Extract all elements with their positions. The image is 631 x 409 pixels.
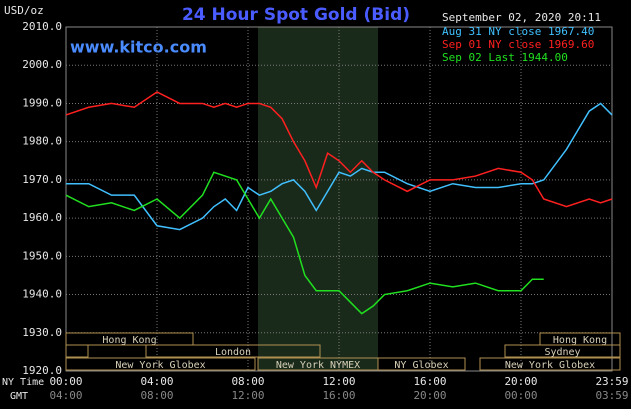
x-tick-label: 04:00 [140, 375, 173, 388]
series-line [65, 91, 613, 208]
x-axis-label: NY Time [2, 377, 44, 388]
session-label: Hong Kong [553, 335, 607, 346]
gmt-tick-label: 12:00 [231, 389, 264, 402]
gmt-tick-label: 16:00 [322, 389, 355, 402]
session-label: New York NYMEX [276, 360, 360, 371]
gmt-tick-label: 00:00 [504, 389, 537, 402]
y-tick-label: 1930.0 [22, 326, 62, 339]
y-tick-label: 1940.0 [22, 288, 62, 301]
series-line [66, 102, 613, 231]
website: www.kitco.com [70, 38, 207, 57]
session-label: New York Globex [505, 360, 595, 371]
y-tick-label: 2010.0 [22, 20, 62, 33]
x-tick-label: 12:00 [322, 375, 355, 388]
x-tick-label: 20:00 [504, 375, 537, 388]
y-tick-label: 1970.0 [22, 173, 62, 186]
legend-entry: Aug 31 NY close 1967.40 [442, 25, 594, 38]
x-tick-label: 16:00 [413, 375, 446, 388]
x-tick-label: 00:00 [49, 375, 82, 388]
session-bar [479, 357, 621, 371]
gmt-tick-label: 08:00 [140, 389, 173, 402]
session-bar [65, 357, 256, 371]
gmt-tick-label: 20:00 [413, 389, 446, 402]
y-tick-label: 1950.0 [22, 249, 62, 262]
y-tick-label: 1920.0 [22, 364, 62, 377]
session-label: NY Globex [394, 360, 448, 371]
y-tick-label: 2000.0 [22, 58, 62, 71]
x2-axis-label: GMT [10, 391, 28, 402]
timestamp: September 02, 2020 20:11 [442, 11, 601, 24]
gmt-tick-label: 03:59 [595, 389, 628, 402]
session-shade [258, 27, 378, 371]
session-bar [145, 344, 321, 358]
x-tick-label: 08:00 [231, 375, 264, 388]
gmt-tick-label: 04:00 [49, 389, 82, 402]
legend-entry: Sep 01 NY close 1969.60 [442, 38, 594, 51]
chart-title: 24 Hour Spot Gold (Bid) [182, 5, 410, 25]
unit-label: USD/oz [4, 4, 44, 17]
session-label: New York Globex [115, 360, 205, 371]
session-bar [504, 344, 621, 358]
session-bar [65, 332, 194, 346]
legend-entry: Sep 02 Last 1944.00 [442, 51, 568, 64]
series-line [65, 171, 544, 315]
session-label: Hong Kong [102, 335, 156, 346]
session-bar [377, 357, 466, 371]
session-label: Sydney [544, 347, 580, 358]
y-tick-label: 1960.0 [22, 211, 62, 224]
x-tick-label: 23:59 [595, 375, 628, 388]
y-tick-label: 1980.0 [22, 135, 62, 148]
y-tick-label: 1990.0 [22, 96, 62, 109]
session-label: London [215, 347, 251, 358]
